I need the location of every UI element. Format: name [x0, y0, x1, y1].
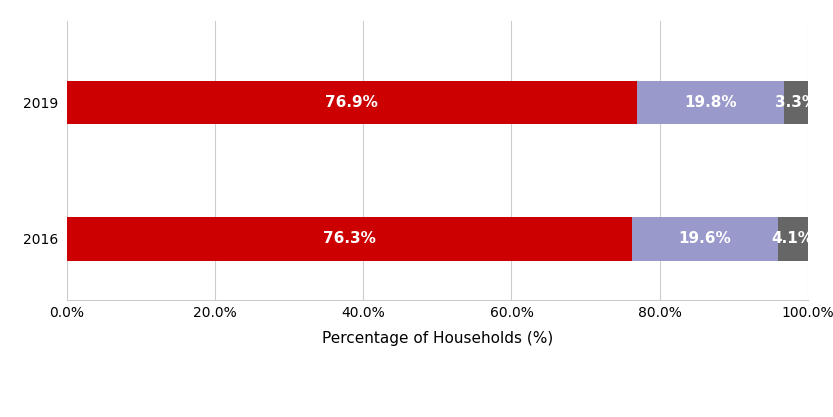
Legend: Owned, Rented, Quarters: Owned, Rented, Quarters — [305, 414, 570, 417]
Text: 76.3%: 76.3% — [323, 231, 376, 246]
Text: 19.8%: 19.8% — [684, 95, 736, 110]
Bar — [67, 217, 632, 261]
Text: 4.1%: 4.1% — [772, 231, 814, 246]
Bar — [636, 81, 784, 124]
Text: 19.6%: 19.6% — [679, 231, 731, 246]
Bar — [778, 217, 808, 261]
Bar — [784, 81, 808, 124]
Bar — [67, 81, 636, 124]
Text: 76.9%: 76.9% — [325, 95, 378, 110]
Bar — [632, 217, 778, 261]
Text: 3.3%: 3.3% — [775, 95, 817, 110]
X-axis label: Percentage of Households (%): Percentage of Households (%) — [322, 331, 553, 346]
